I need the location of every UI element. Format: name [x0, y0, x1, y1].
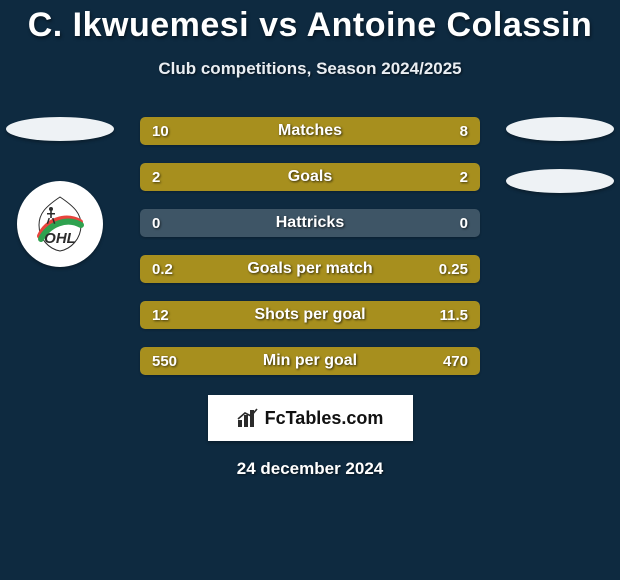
player1-placeholder-ellipse [6, 117, 114, 141]
stat-row: 0.20.25Goals per match [140, 255, 480, 283]
player1-club-logo: OHL [17, 181, 103, 267]
stat-label: Goals [140, 163, 480, 191]
stat-label: Shots per goal [140, 301, 480, 329]
page-title: C. Ikwuemesi vs Antoine Colassin [28, 6, 593, 45]
footer-date: 24 december 2024 [237, 459, 384, 479]
ohl-logo-icon: OHL [25, 189, 95, 259]
brand-text: FcTables.com [265, 408, 384, 429]
brand-badge: FcTables.com [208, 395, 413, 441]
stat-label: Min per goal [140, 347, 480, 375]
stat-row: 22Goals [140, 163, 480, 191]
svg-text:OHL: OHL [44, 230, 76, 247]
fctables-logo-icon [237, 408, 259, 428]
stat-row: 108Matches [140, 117, 480, 145]
stat-label: Goals per match [140, 255, 480, 283]
left-player-column: OHL [0, 117, 120, 267]
stat-bars: 108Matches 22Goals 00Hattricks 0.20.25Goals… [120, 117, 500, 375]
stat-row: 550470Min per goal [140, 347, 480, 375]
chart-area: OHL 108Matches 22Goals 00Hattricks 0.20.25G… [0, 117, 620, 375]
right-player-column [500, 117, 620, 193]
stat-row: 1211.5Shots per goal [140, 301, 480, 329]
stat-label: Hattricks [140, 209, 480, 237]
subtitle: Club competitions, Season 2024/2025 [158, 59, 461, 79]
player2-placeholder-ellipse-1 [506, 117, 614, 141]
stat-row: 00Hattricks [140, 209, 480, 237]
player2-placeholder-ellipse-2 [506, 169, 614, 193]
stat-label: Matches [140, 117, 480, 145]
comparison-card: C. Ikwuemesi vs Antoine Colassin Club co… [0, 0, 620, 580]
